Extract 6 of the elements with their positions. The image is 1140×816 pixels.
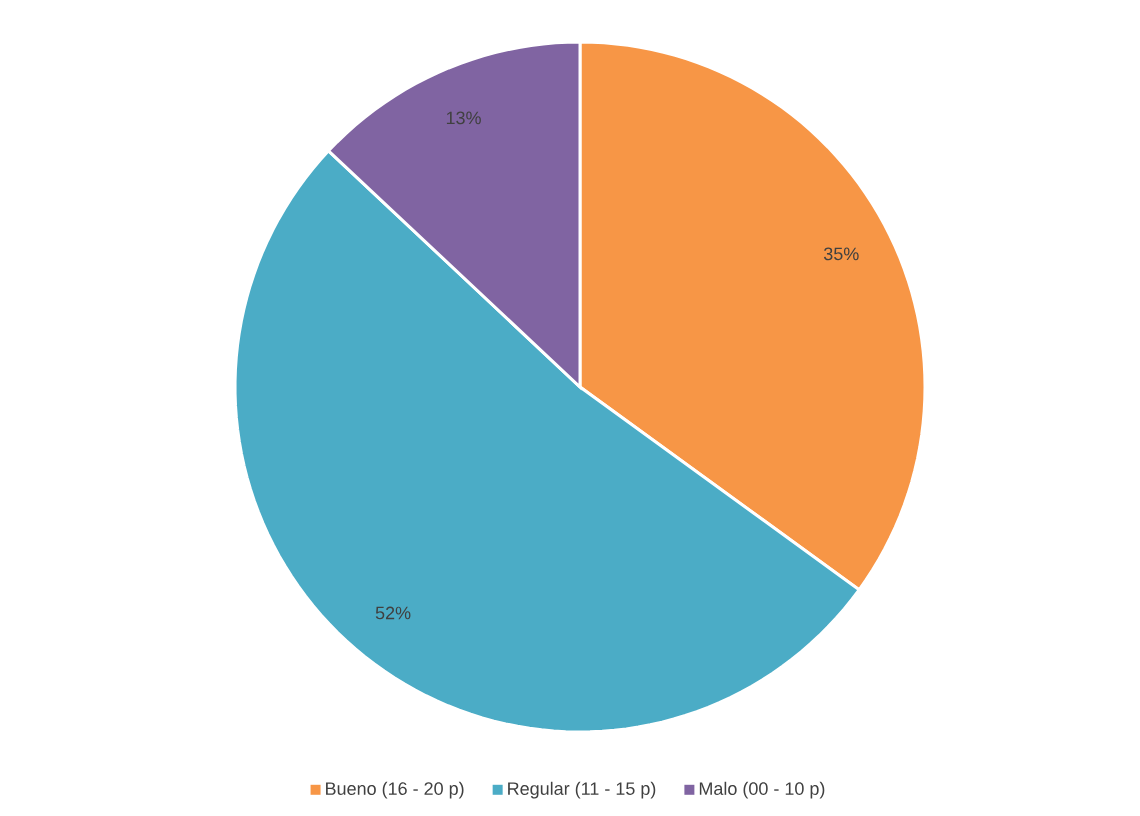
legend-label: Bueno (16 - 20 p)	[326, 781, 464, 799]
data-label: 35%	[823, 247, 859, 261]
data-label: 13%	[446, 111, 481, 125]
legend-label: Malo (00 - 10 p)	[699, 781, 825, 799]
data-label: 52%	[375, 606, 411, 620]
legend-label: Regular (11 - 15 p)	[508, 781, 656, 799]
